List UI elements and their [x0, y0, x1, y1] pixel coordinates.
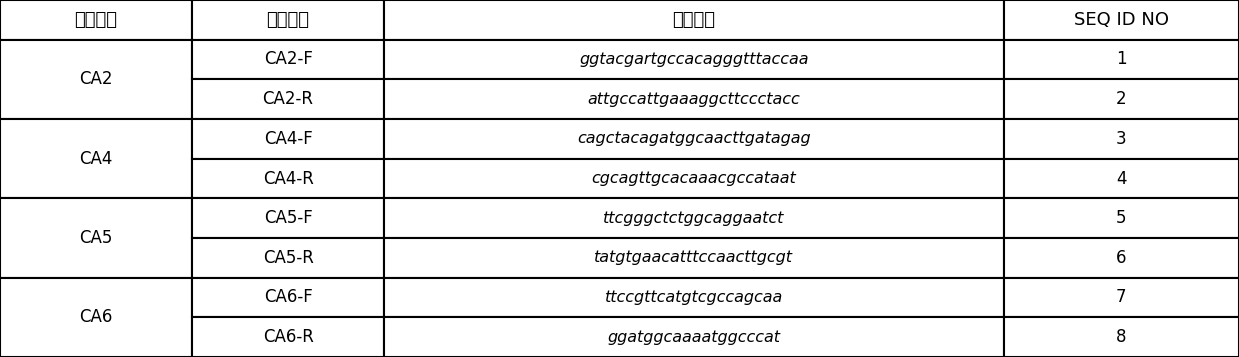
Text: 8: 8	[1116, 328, 1126, 346]
Bar	[0, 278, 192, 357]
Bar	[192, 159, 384, 198]
Text: attgccattgaaaggcttccctacc: attgccattgaaaggcttccctacc	[587, 92, 800, 107]
Bar	[1004, 119, 1239, 159]
Bar	[1004, 198, 1239, 238]
Bar	[0, 40, 192, 119]
Bar	[0, 198, 192, 278]
Text: cagctacagatggcaacttgatagag: cagctacagatggcaacttgatagag	[577, 131, 810, 146]
Bar	[0, 0, 192, 40]
Text: 6: 6	[1116, 249, 1126, 267]
Bar	[1004, 159, 1239, 198]
Text: CA2-F: CA2-F	[264, 50, 312, 69]
Bar	[1004, 79, 1239, 119]
Bar	[192, 317, 384, 357]
Text: 检测目标: 检测目标	[74, 11, 118, 29]
Text: 2: 2	[1116, 90, 1126, 108]
Bar	[192, 278, 384, 317]
Bar	[192, 79, 384, 119]
Bar	[1004, 238, 1239, 278]
Bar	[384, 79, 1004, 119]
Text: CA4: CA4	[79, 150, 113, 168]
Text: CA2-R: CA2-R	[263, 90, 313, 108]
Bar	[0, 119, 192, 198]
Text: 3: 3	[1116, 130, 1126, 148]
Text: 引物代码: 引物代码	[266, 11, 310, 29]
Bar	[192, 198, 384, 238]
Text: CA6: CA6	[79, 308, 113, 326]
Bar	[192, 238, 384, 278]
Bar	[192, 40, 384, 79]
Bar	[384, 0, 1004, 40]
Text: ttccgttcatgtcgccagcaa: ttccgttcatgtcgccagcaa	[605, 290, 783, 305]
Bar	[1004, 278, 1239, 317]
Bar	[192, 119, 384, 159]
Text: CA6-F: CA6-F	[264, 288, 312, 307]
Bar	[384, 159, 1004, 198]
Bar	[1004, 40, 1239, 79]
Text: tatgtgaacatttccaacttgcgt: tatgtgaacatttccaacttgcgt	[595, 250, 793, 265]
Text: CA5-F: CA5-F	[264, 209, 312, 227]
Bar	[192, 0, 384, 40]
Bar	[384, 317, 1004, 357]
Text: ggatggcaaaatggcccat: ggatggcaaaatggcccat	[607, 330, 781, 345]
Bar	[384, 238, 1004, 278]
Text: 1: 1	[1116, 50, 1126, 69]
Text: 5: 5	[1116, 209, 1126, 227]
Text: CA5: CA5	[79, 229, 113, 247]
Text: CA6-R: CA6-R	[263, 328, 313, 346]
Text: CA2: CA2	[79, 70, 113, 88]
Bar	[384, 278, 1004, 317]
Text: 4: 4	[1116, 170, 1126, 187]
Text: CA4-R: CA4-R	[263, 170, 313, 187]
Text: ttcgggctctggcaggaatct: ttcgggctctggcaggaatct	[603, 211, 784, 226]
Bar	[384, 119, 1004, 159]
Bar	[1004, 0, 1239, 40]
Bar	[384, 198, 1004, 238]
Text: ggtacgartgccacagggtttaccaa: ggtacgartgccacagggtttaccaa	[579, 52, 809, 67]
Text: cgcagttgcacaaacgccataat: cgcagttgcacaaacgccataat	[591, 171, 797, 186]
Text: CA5-R: CA5-R	[263, 249, 313, 267]
Bar	[1004, 317, 1239, 357]
Text: CA4-F: CA4-F	[264, 130, 312, 148]
Bar	[384, 40, 1004, 79]
Text: SEQ ID NO: SEQ ID NO	[1074, 11, 1168, 29]
Text: 7: 7	[1116, 288, 1126, 307]
Text: 引物序列: 引物序列	[673, 11, 715, 29]
